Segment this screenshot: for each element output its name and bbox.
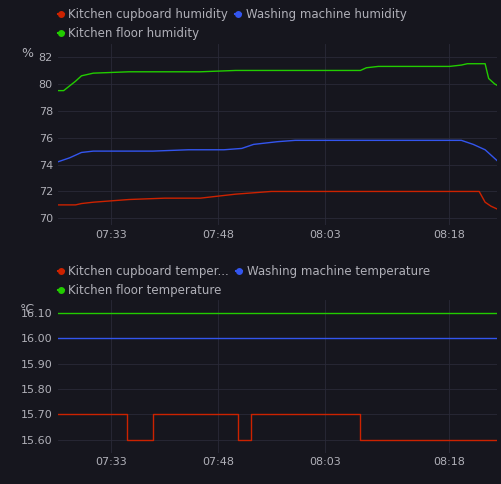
Text: °C: °C — [20, 303, 35, 316]
Text: %: % — [21, 47, 33, 60]
Legend: Kitchen cupboard temper..., Kitchen floor temperature, Washing machine temperatu: Kitchen cupboard temper..., Kitchen floo… — [58, 265, 429, 297]
Legend: Kitchen cupboard humidity, Kitchen floor humidity, Washing machine humidity: Kitchen cupboard humidity, Kitchen floor… — [58, 8, 406, 40]
